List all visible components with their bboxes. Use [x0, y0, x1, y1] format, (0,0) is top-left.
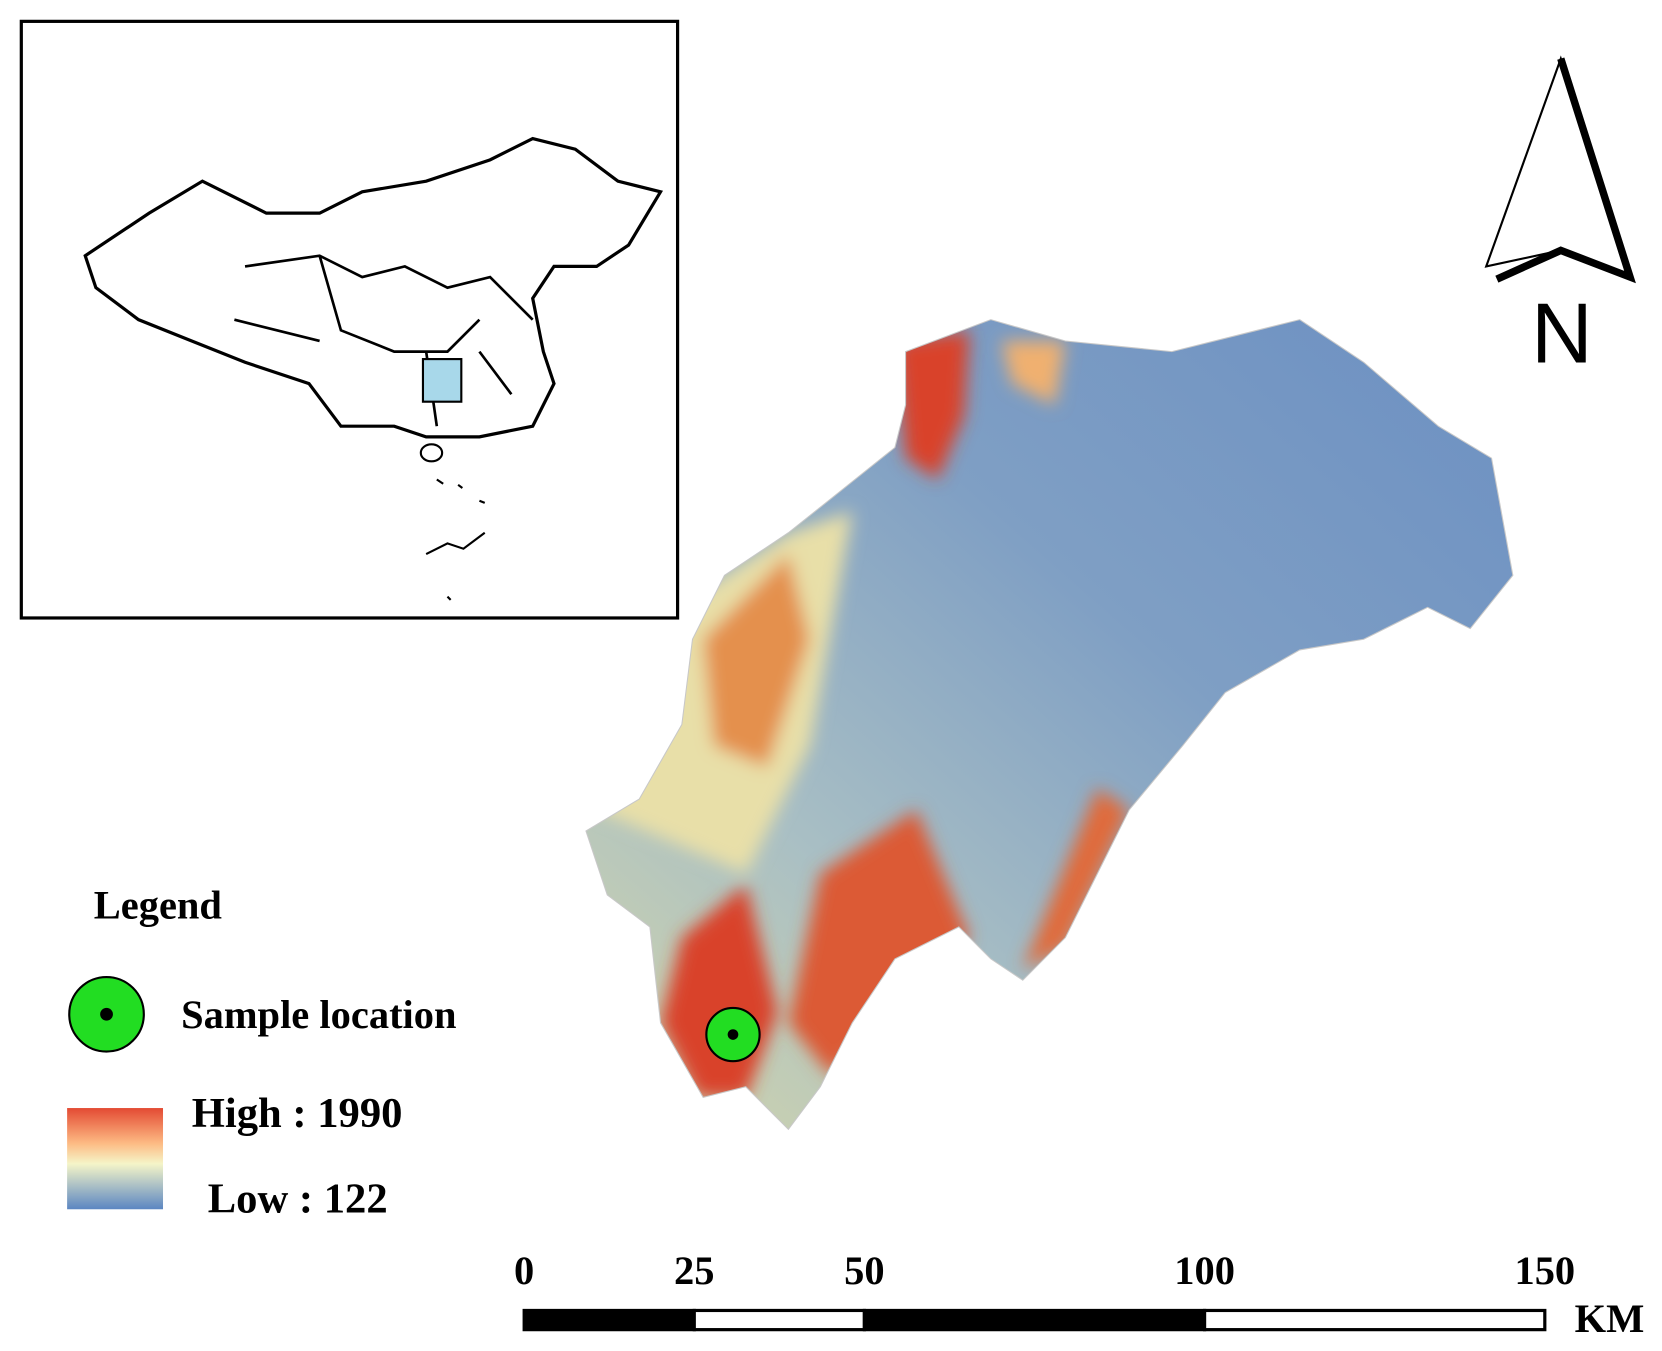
scale-segment	[522, 1308, 696, 1332]
legend-sample-label: Sample location	[181, 992, 456, 1037]
scale-segment	[1202, 1308, 1547, 1332]
sample-point-center	[727, 1029, 739, 1040]
scale-segment	[692, 1308, 866, 1332]
scale-label: 100	[1174, 1248, 1235, 1293]
scale-segment	[862, 1308, 1207, 1332]
north-label: N	[1531, 286, 1593, 381]
legend: Legend Sample location High : 1990 Low :…	[67, 882, 457, 1222]
scale-unit: KM	[1575, 1296, 1645, 1341]
north-arrow: N	[1484, 55, 1636, 381]
legend-low: Low : 122	[208, 1175, 388, 1222]
legend-color-ramp	[67, 1108, 164, 1210]
legend-sample-center	[100, 1007, 113, 1021]
inset-map	[19, 19, 680, 620]
scale-label: 150	[1514, 1248, 1575, 1293]
scale-label: 25	[674, 1248, 714, 1293]
legend-title: Legend	[94, 882, 223, 927]
legend-high: High : 1990	[192, 1090, 403, 1137]
scale-label: 50	[844, 1248, 884, 1293]
scale-label: 0	[514, 1248, 534, 1293]
